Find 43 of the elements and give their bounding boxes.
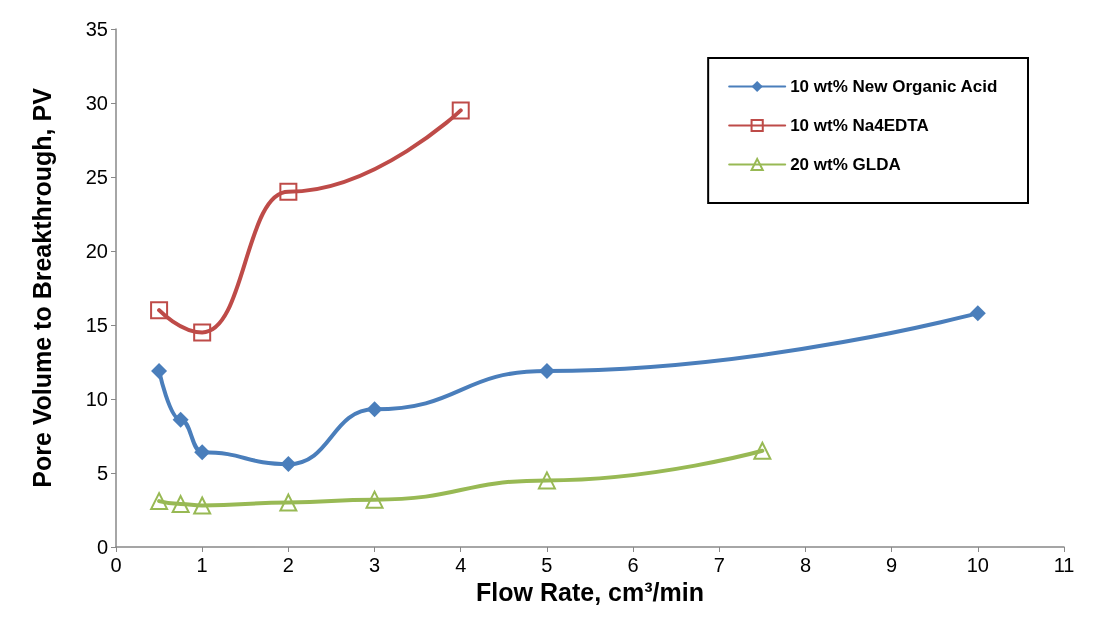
point — [172, 411, 189, 428]
y-tick-label: 30 — [85, 92, 108, 114]
x-axis-title: Flow Rate, cm³/min — [476, 578, 704, 607]
point — [194, 444, 211, 461]
y-tick-label: 10 — [85, 388, 108, 410]
point — [151, 362, 168, 379]
legend-label: 10 wt% New Organic Acid — [790, 77, 998, 96]
point — [969, 305, 986, 322]
point — [279, 493, 298, 512]
x-tick-label: 0 — [110, 554, 122, 576]
y-tick-label: 20 — [85, 240, 108, 262]
point — [171, 495, 190, 514]
x-tick-label: 9 — [886, 554, 898, 576]
point — [193, 323, 212, 342]
x-tick-label: 5 — [541, 554, 553, 576]
y-tick-label: 0 — [96, 536, 108, 558]
y-tick-label: 15 — [85, 314, 108, 336]
point — [538, 362, 555, 379]
point — [365, 490, 384, 509]
point — [451, 101, 470, 120]
point — [150, 492, 169, 511]
point — [150, 301, 169, 320]
x-tick-label: 1 — [196, 554, 208, 576]
point — [280, 456, 297, 473]
x-tick-label: 6 — [627, 554, 639, 576]
point — [366, 401, 383, 418]
point — [279, 182, 298, 201]
y-tick-label: 25 — [85, 166, 108, 188]
y-tick-label: 35 — [85, 18, 108, 40]
point — [753, 441, 772, 460]
x-tick-label: 2 — [282, 554, 294, 576]
x-tick-label: 11 — [1053, 554, 1075, 576]
legend-label: 20 wt% GLDA — [790, 155, 901, 174]
y-tick-label: 5 — [96, 462, 108, 484]
x-tick-label: 7 — [713, 554, 725, 576]
x-tick-label: 8 — [799, 554, 812, 576]
x-tick-label: 10 — [966, 554, 989, 576]
point — [537, 471, 556, 490]
x-tick-label: 4 — [455, 554, 467, 576]
point — [193, 496, 212, 515]
legend-label: 10 wt% Na4EDTA — [790, 116, 929, 135]
x-tick-label: 3 — [368, 554, 381, 576]
y-axis-title: Pore Volume to Breakthrough, PV — [27, 87, 56, 488]
